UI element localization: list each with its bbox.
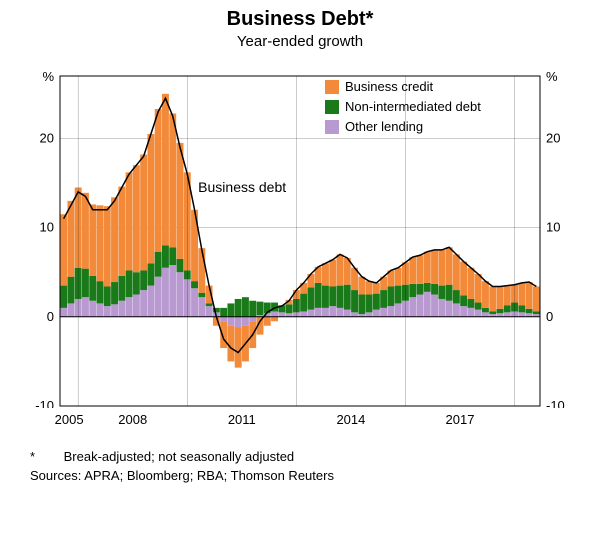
footnote-marker: * [30, 449, 60, 464]
footnote: * Break-adjusted; not seasonally adjuste… [30, 449, 570, 464]
svg-text:2017: 2017 [446, 412, 475, 427]
svg-text:20: 20 [40, 130, 54, 145]
svg-text:2005: 2005 [55, 412, 84, 427]
svg-text:2008: 2008 [118, 412, 147, 427]
svg-text:Business debt: Business debt [198, 179, 286, 195]
svg-text:%: % [42, 69, 54, 84]
svg-text:10: 10 [40, 220, 54, 235]
svg-text:0: 0 [47, 309, 54, 324]
svg-text:%: % [546, 69, 558, 84]
sources: Sources: APRA; Bloomberg; RBA; Thomson R… [30, 468, 570, 483]
svg-text:Non-intermediated debt: Non-intermediated debt [345, 99, 481, 114]
svg-text:Other lending: Other lending [345, 119, 423, 134]
chart-subtitle: Year-ended growth [0, 33, 600, 50]
chart-svg: -10-100010102020%%2005200820112014201720… [20, 56, 580, 436]
chart-area: -10-100010102020%%2005200820112014201720… [20, 56, 580, 441]
svg-text:2014: 2014 [336, 412, 365, 427]
chart-title: Business Debt* [0, 8, 600, 31]
svg-text:10: 10 [546, 220, 560, 235]
footnote-text: Break-adjusted; not seasonally adjusted [64, 449, 295, 464]
svg-text:20: 20 [546, 130, 560, 145]
svg-text:0: 0 [546, 309, 553, 324]
svg-text:Business credit: Business credit [345, 79, 434, 94]
svg-text:2011: 2011 [228, 412, 256, 427]
